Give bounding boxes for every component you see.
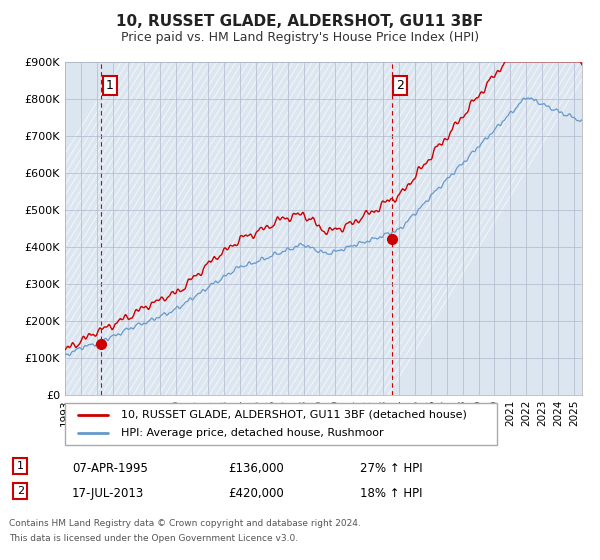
Text: 10, RUSSET GLADE, ALDERSHOT, GU11 3BF: 10, RUSSET GLADE, ALDERSHOT, GU11 3BF <box>116 14 484 29</box>
Text: 1: 1 <box>17 461 24 471</box>
Text: 18% ↑ HPI: 18% ↑ HPI <box>360 487 422 501</box>
Text: £420,000: £420,000 <box>228 487 284 501</box>
Text: 1: 1 <box>106 79 113 92</box>
Text: Contains HM Land Registry data © Crown copyright and database right 2024.: Contains HM Land Registry data © Crown c… <box>9 519 361 528</box>
FancyBboxPatch shape <box>65 403 497 445</box>
Text: £136,000: £136,000 <box>228 462 284 475</box>
Text: 2: 2 <box>397 79 404 92</box>
Text: 10, RUSSET GLADE, ALDERSHOT, GU11 3BF (detached house): 10, RUSSET GLADE, ALDERSHOT, GU11 3BF (d… <box>121 410 467 420</box>
Text: This data is licensed under the Open Government Licence v3.0.: This data is licensed under the Open Gov… <box>9 534 298 543</box>
Text: Price paid vs. HM Land Registry's House Price Index (HPI): Price paid vs. HM Land Registry's House … <box>121 31 479 44</box>
Text: 2: 2 <box>17 486 24 496</box>
Text: 07-APR-1995: 07-APR-1995 <box>72 462 148 475</box>
Text: HPI: Average price, detached house, Rushmoor: HPI: Average price, detached house, Rush… <box>121 428 383 438</box>
Text: 17-JUL-2013: 17-JUL-2013 <box>72 487 144 501</box>
Text: 27% ↑ HPI: 27% ↑ HPI <box>360 462 422 475</box>
